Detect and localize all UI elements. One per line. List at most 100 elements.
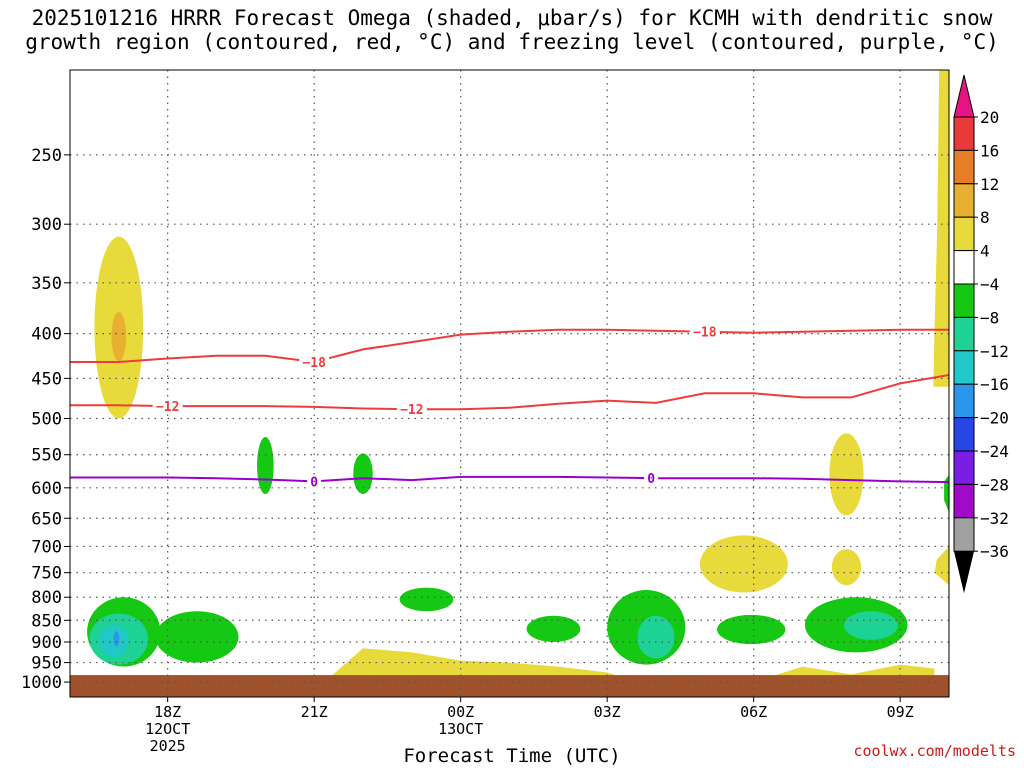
colorbar-label: 20	[980, 108, 999, 127]
colorbar-bottom-arrow	[954, 551, 974, 594]
title-line-1: 2025101216 HRRR Forecast Omega (shaded, …	[31, 6, 993, 30]
contour-label: −12	[156, 400, 179, 415]
pressure-tick-label: 300	[31, 215, 62, 235]
contour-label-bg	[299, 354, 330, 369]
colorbar-segment	[953, 417, 975, 452]
colorbar-segment	[953, 283, 975, 318]
ground-band	[70, 675, 949, 697]
omega-shaded-regions	[87, 70, 949, 681]
omega-region	[353, 453, 373, 495]
contour-label-bg	[307, 474, 322, 489]
pressure-tick-label: 900	[31, 633, 62, 653]
omega-region	[699, 535, 788, 593]
plot-frame	[69, 69, 950, 698]
colorbar-segment	[953, 483, 975, 519]
pressure-tick-label: 450	[31, 369, 62, 389]
colorbar-label: −24	[980, 442, 1009, 461]
pressure-tick-label: 1000	[21, 673, 62, 693]
pressure-tick-label: 700	[31, 537, 62, 557]
time-tick-label: 09Z	[887, 703, 914, 721]
colorbar-label: −8	[980, 308, 999, 327]
colorbar-label: −20	[980, 409, 1009, 428]
contour-line	[70, 374, 949, 411]
colorbar-label: −32	[980, 509, 1009, 528]
colorbar-top-arrow	[953, 74, 975, 118]
contour-label: 0	[647, 472, 655, 487]
pressure-tick-label: 250	[31, 146, 62, 166]
omega-region	[111, 312, 127, 362]
colorbar-label: 16	[980, 141, 999, 160]
ground-band-fill	[70, 675, 949, 697]
omega-region	[257, 437, 274, 495]
time-tick-label: 18Z	[154, 703, 181, 721]
omega-region	[944, 474, 949, 513]
omega-region	[844, 611, 898, 640]
colorbar-segment	[953, 250, 975, 285]
colorbar-label: 4	[980, 242, 990, 261]
colorbar-segment	[953, 383, 975, 419]
contour-label-bg	[396, 402, 427, 417]
colorbar-segment	[953, 216, 975, 252]
time-tick-label: 12OCT	[145, 720, 190, 738]
colorbar-label: −12	[980, 342, 1009, 361]
pressure-tick-label: 850	[31, 611, 62, 631]
time-tick-label: 2025	[150, 737, 186, 755]
colorbar-segment	[953, 116, 975, 151]
pressure-tick-label: 650	[31, 509, 62, 529]
time-tick-label: 21Z	[301, 703, 328, 721]
contour-label: −18	[693, 326, 717, 341]
contour-lines: −18 −18 −12 −12 0 0	[70, 324, 949, 490]
time-tick-label: 13OCT	[438, 720, 483, 738]
colorbar-label: −28	[980, 475, 1009, 494]
colorbar-segment	[953, 149, 975, 185]
omega-region	[934, 546, 949, 586]
omega-region	[399, 587, 454, 612]
time-tick-label: 03Z	[594, 703, 621, 721]
contour-label: −12	[400, 403, 423, 418]
omega-region	[717, 614, 786, 645]
pressure-tick-label: 400	[31, 325, 62, 345]
pressure-axis: 2503003504004505005506006507007508008509…	[21, 146, 70, 693]
contour-line	[70, 475, 949, 484]
colorbar-label: −4	[980, 275, 999, 294]
omega-region	[829, 433, 864, 516]
omega-region	[831, 549, 862, 586]
contour-label: −18	[302, 356, 326, 371]
plot-background	[70, 70, 949, 697]
contour-label-bg	[152, 399, 183, 414]
site-credit: coolwx.com/modelts	[853, 742, 1016, 760]
omega-colorbar: 20 16 12 8 4 −4 −8 −12 −16 −20 −24 −28 −32 −36	[953, 74, 1009, 594]
colorbar-segment	[953, 316, 975, 352]
colorbar-label: −16	[980, 375, 1009, 394]
contour-label-bg	[689, 324, 720, 339]
chart-title: 2025101216 HRRR Forecast Omega (shaded, …	[0, 6, 1024, 54]
time-tick-label: 00Z	[447, 703, 474, 721]
title-line-2: growth region (contoured, red, °C) and f…	[25, 30, 999, 54]
colorbar-segment	[953, 450, 975, 485]
omega-region	[637, 615, 675, 659]
pressure-tick-label: 500	[31, 409, 62, 429]
pressure-tick-label: 600	[31, 479, 62, 499]
contour-line	[70, 328, 949, 364]
pressure-tick-label: 750	[31, 564, 62, 584]
pressure-tick-label: 950	[31, 654, 62, 674]
contour-label: 0	[310, 475, 318, 490]
colorbar-label: −36	[980, 542, 1009, 561]
colorbar-label: 8	[980, 208, 990, 227]
omega-region	[526, 615, 581, 643]
colorbar-segment	[953, 350, 975, 385]
time-tick-label: 06Z	[740, 703, 767, 721]
pressure-tick-label: 550	[31, 446, 62, 466]
omega-region	[155, 611, 239, 663]
pressure-tick-label: 350	[31, 274, 62, 294]
colorbar-label: 12	[980, 175, 999, 194]
omega-region	[314, 648, 632, 681]
pressure-tick-label: 800	[31, 588, 62, 608]
colorbar-segment	[953, 517, 975, 552]
omega-region	[113, 631, 120, 647]
colorbar-segment	[953, 183, 975, 218]
omega-region	[933, 70, 949, 387]
contour-label-bg	[644, 471, 659, 486]
